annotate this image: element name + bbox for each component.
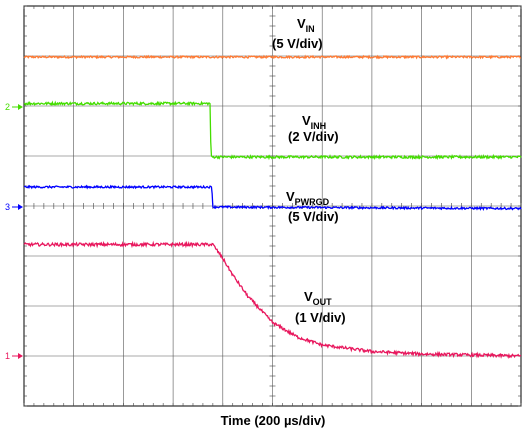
trace-vpwrgd — [23, 184, 522, 211]
vinh-scale-label: (2 V/div) — [288, 129, 339, 144]
plot-grid — [23, 5, 522, 407]
vin-label: VIN — [297, 16, 315, 34]
trace-vout — [23, 240, 522, 360]
trace-layer — [23, 54, 522, 360]
vinh-label: VINH — [302, 113, 326, 131]
trace-vin — [23, 54, 522, 60]
channel-marker-arrowhead — [18, 204, 23, 210]
channel-marker-3: 3 — [5, 202, 10, 212]
channel-marker-arrowhead — [18, 353, 23, 359]
vout-scale-label: (1 V/div) — [295, 310, 346, 325]
vpwrgd-label: VPWRGD — [286, 189, 330, 207]
trace-vinh — [23, 100, 522, 161]
x-axis-label: Time (200 µs/div) — [221, 413, 326, 428]
channel-marker-1: 1 — [5, 351, 10, 361]
channel-marker-layer: 2 3 1 — [5, 102, 23, 361]
vin-scale-label: (5 V/div) — [272, 36, 323, 51]
channel-marker-2: 2 — [5, 102, 10, 112]
channel-marker-arrowhead — [18, 104, 23, 110]
vpwrgd-scale-label: (5 V/div) — [288, 209, 339, 224]
vout-label: VOUT — [304, 289, 332, 307]
